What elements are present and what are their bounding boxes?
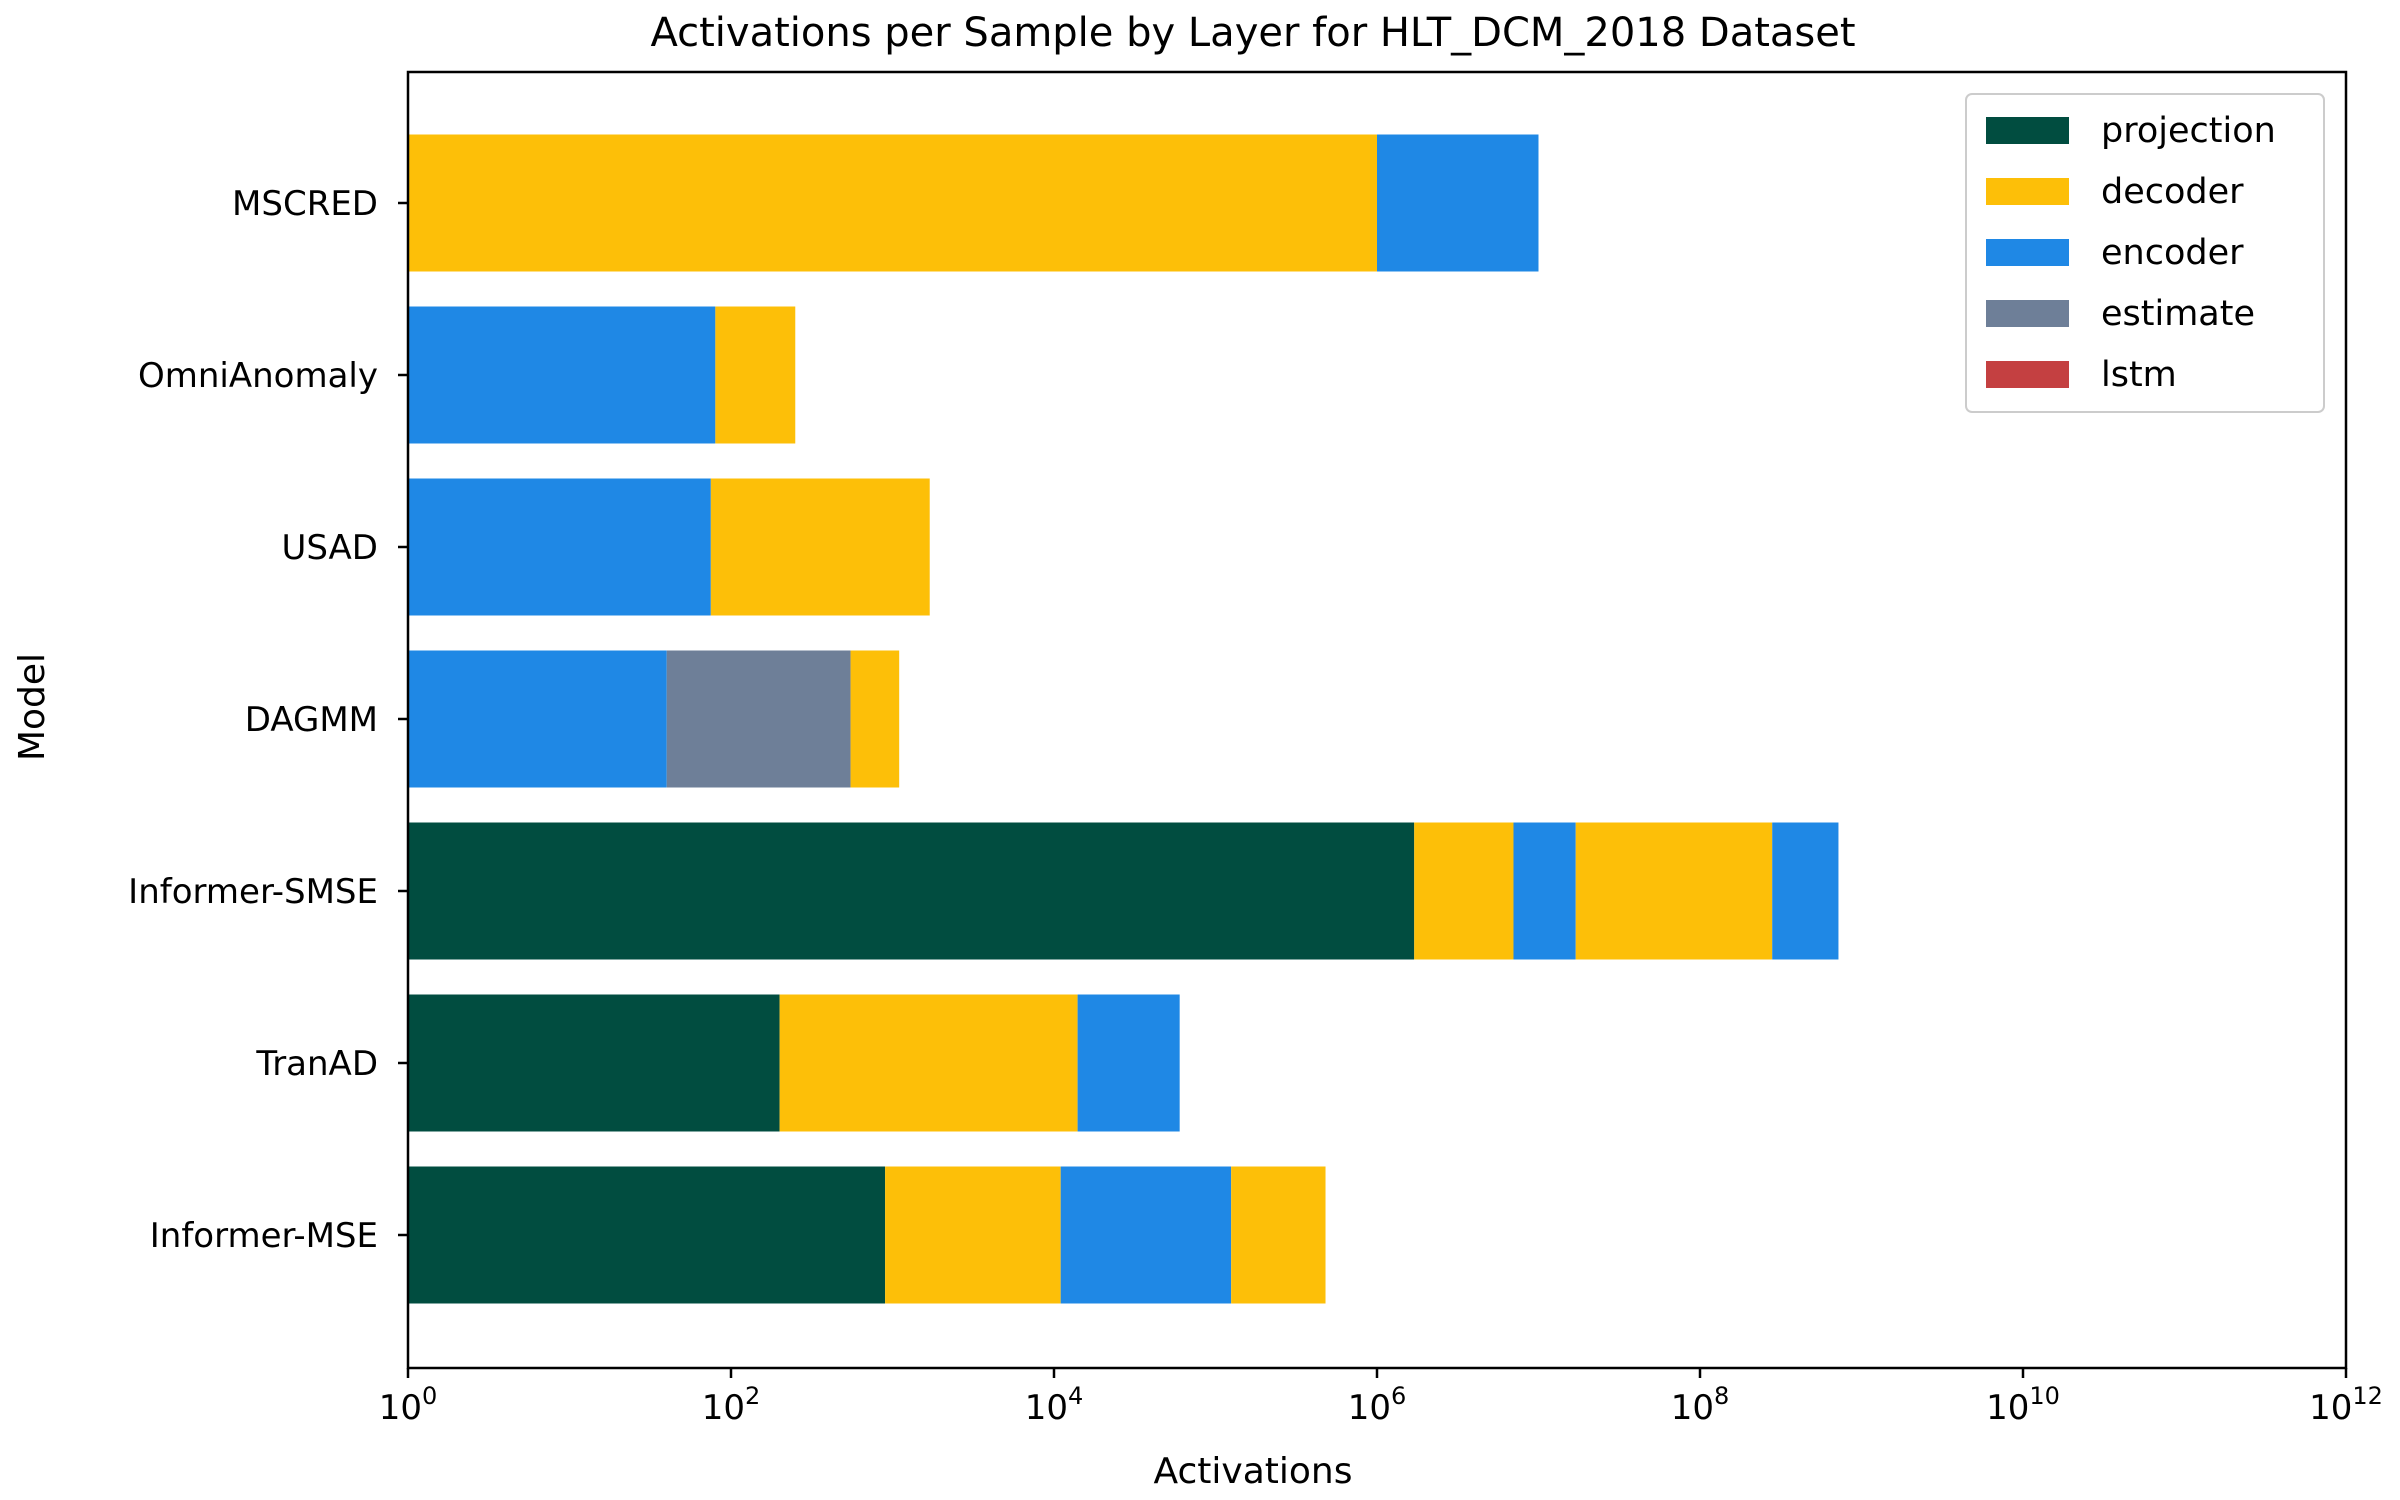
x-tick-label: 104 [1025, 1382, 1084, 1428]
bar-segment-informer-smse-encoder-2 [1513, 822, 1576, 960]
legend-label-projection: projection [2101, 111, 2276, 151]
y-tick-label-omnianomaly: OmniAnomaly [138, 356, 378, 396]
legend-box [1965, 93, 2325, 413]
bar-segment-mscred-encoder-1 [1377, 134, 1539, 272]
bar-segment-dagmm-decoder-2 [850, 650, 900, 788]
bar-segment-informer-mse-projection-0 [408, 1166, 886, 1304]
x-tick-label: 1012 [2309, 1382, 2383, 1428]
bar-segment-omnianomaly-decoder-1 [715, 306, 796, 444]
x-axis: 100 102 104 106 108 1010 1012 [379, 1368, 2383, 1428]
y-tick-label-dagmm: DAGMM [245, 700, 378, 740]
bar-segment-tranad-projection-0 [408, 994, 780, 1132]
legend-label-decoder: decoder [2101, 172, 2244, 212]
bar-segment-usad-decoder-1 [710, 478, 930, 616]
x-tick-label: 100 [379, 1382, 438, 1428]
legend-label-estimate: estimate [2101, 294, 2255, 334]
x-tick-label: 106 [1348, 1382, 1407, 1428]
y-axis: MSCRED OmniAnomaly USAD DAGMM Informer-SMSE T… [128, 184, 408, 1256]
y-tick-label-informer-mse: Informer-MSE [150, 1216, 378, 1256]
y-tick-label-tranad: TranAD [255, 1044, 378, 1084]
bars-layer [408, 134, 1839, 1304]
bar-segment-omnianomaly-encoder-0 [408, 306, 716, 444]
y-tick-label-usad: USAD [281, 528, 378, 568]
chart-title: Activations per Sample by Layer for HLT_… [650, 10, 1855, 56]
x-tick-label: 108 [1671, 1382, 1730, 1428]
legend-swatch-estimate [1986, 300, 2069, 327]
x-axis-label: Activations [1154, 1451, 1353, 1492]
bar-segment-informer-mse-encoder-2 [1060, 1166, 1232, 1304]
x-tick-label: 102 [702, 1382, 761, 1428]
legend-swatch-lstm [1986, 361, 2069, 388]
y-axis-label: Model [12, 653, 53, 761]
bar-segment-informer-smse-encoder-4 [1772, 822, 1839, 960]
x-tick-label: 1010 [1986, 1382, 2060, 1428]
y-tick-label-informer-smse: Informer-SMSE [128, 872, 378, 912]
bar-segment-tranad-decoder-1 [779, 994, 1078, 1132]
bar-segment-informer-smse-decoder-3 [1575, 822, 1773, 960]
bar-segment-informer-mse-decoder-3 [1231, 1166, 1326, 1304]
legend-swatch-encoder [1986, 239, 2069, 266]
bar-segment-informer-mse-decoder-1 [885, 1166, 1061, 1304]
bar-segment-dagmm-encoder-0 [408, 650, 667, 788]
bar-segment-mscred-decoder-0 [408, 134, 1377, 272]
bar-segment-informer-smse-decoder-1 [1414, 822, 1514, 960]
bar-segment-dagmm-estimate-1 [666, 650, 851, 788]
legend-label-lstm: lstm [2101, 355, 2177, 395]
bar-segment-informer-smse-projection-0 [408, 822, 1415, 960]
bar-segment-tranad-encoder-2 [1077, 994, 1180, 1132]
y-tick-label-mscred: MSCRED [232, 184, 378, 224]
legend-label-encoder: encoder [2101, 233, 2244, 273]
legend-swatch-projection [1986, 117, 2069, 144]
legend-swatch-decoder [1986, 178, 2069, 205]
legend: projection decoder encoder estimate lstm [1965, 93, 2325, 413]
bar-segment-usad-encoder-0 [408, 478, 711, 616]
